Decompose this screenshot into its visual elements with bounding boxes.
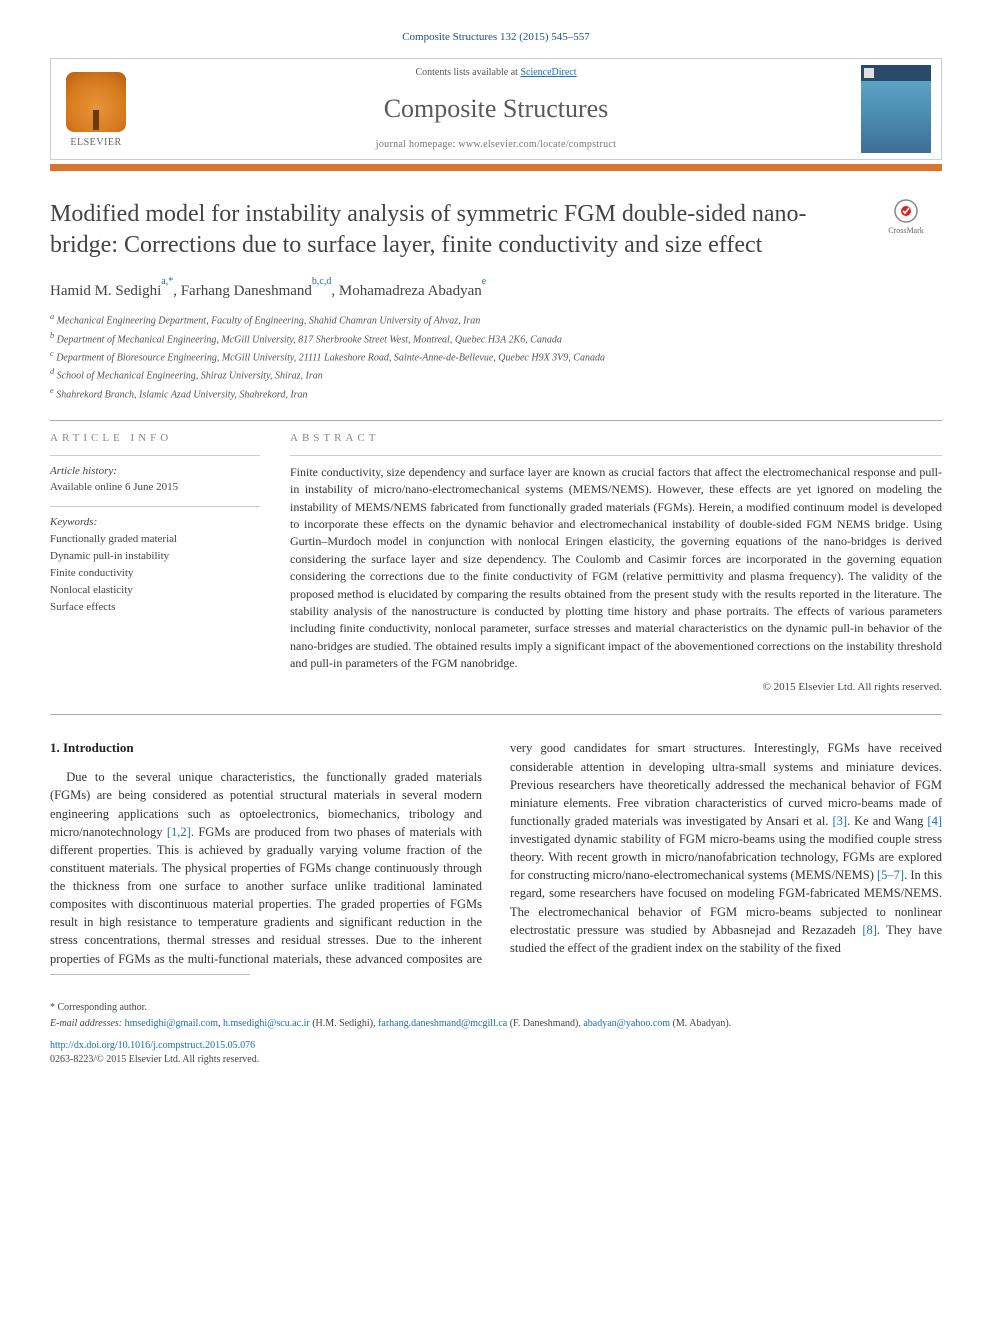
abstract-text: Finite conductivity, size dependency and… (290, 464, 942, 673)
article-info-heading: article info (50, 431, 260, 447)
publisher-label: ELSEVIER (70, 136, 121, 151)
email-link[interactable]: farhang.daneshmand@mcgill.ca (378, 1018, 507, 1029)
contents-line: Contents lists available at ScienceDirec… (415, 66, 576, 81)
email-link[interactable]: h.msedighi@scu.ac.ir (223, 1018, 310, 1029)
email-link[interactable]: hmsedighi@gmail.com (125, 1018, 218, 1029)
info-abstract-row: article info Article history: Available … (50, 431, 942, 697)
citation-link[interactable]: [8] (862, 923, 877, 937)
journal-name: Composite Structures (384, 90, 609, 128)
history-label: Article history: (50, 464, 260, 480)
abstract-copyright: © 2015 Elsevier Ltd. All rights reserved… (290, 680, 942, 696)
title-row: Modified model for instability analysis … (50, 199, 942, 275)
email-who: (M. Abadyan). (673, 1018, 732, 1029)
homepage-url: www.elsevier.com/locate/compstruct (458, 139, 616, 150)
abstract-rule (290, 455, 942, 456)
journal-article-page: Composite Structures 132 (2015) 545–557 … (0, 0, 992, 1107)
title-accent-bar (50, 164, 942, 171)
abstract-heading: abstract (290, 431, 942, 447)
author-2-affil[interactable]: b,c,d (312, 276, 331, 287)
citation-link[interactable]: [3] (832, 814, 847, 828)
journal-cover-cell (851, 59, 941, 159)
crossmark-icon (894, 199, 918, 223)
crossmark-badge[interactable]: CrossMark (870, 199, 942, 237)
masthead-center: Contents lists available at ScienceDirec… (141, 59, 851, 159)
author-2: Farhang Daneshmand (181, 283, 312, 299)
body-two-columns: 1. Introduction Due to the several uniqu… (50, 739, 942, 967)
abstract-column: abstract Finite conductivity, size depen… (290, 431, 942, 697)
keyword: Finite conductivity (50, 565, 260, 582)
rule-top (50, 420, 942, 421)
publisher-logo-cell: ELSEVIER (51, 59, 141, 159)
affil-c: c Department of Bioresource Engineering,… (50, 348, 942, 365)
corresponding-author: * Corresponding author. (50, 1001, 942, 1015)
header-citation: Composite Structures 132 (2015) 545–557 (50, 30, 942, 46)
author-1-affil[interactable]: a,* (161, 276, 173, 287)
elsevier-tree-icon (66, 72, 126, 132)
author-3: Mohamadreza Abadyan (339, 283, 482, 299)
authors-line: Hamid M. Sedighia,*, Farhang Daneshmandb… (50, 275, 942, 303)
email-label: E-mail addresses: (50, 1018, 122, 1029)
footer-block: * Corresponding author. E-mail addresses… (50, 1001, 942, 1067)
section-1-para: Due to the several unique characteristic… (50, 739, 942, 967)
doi-line: http://dx.doi.org/10.1016/j.compstruct.2… (50, 1039, 942, 1053)
keywords-list: Functionally graded material Dynamic pul… (50, 531, 260, 616)
journal-homepage: journal homepage: www.elsevier.com/locat… (376, 138, 616, 153)
footer-rule (50, 974, 250, 975)
citation-link[interactable]: [5–7] (877, 868, 904, 882)
article-info-column: article info Article history: Available … (50, 431, 260, 697)
sciencedirect-link[interactable]: ScienceDirect (520, 67, 576, 78)
affiliations: a Mechanical Engineering Department, Fac… (50, 311, 942, 402)
affil-d: d School of Mechanical Engineering, Shir… (50, 366, 942, 383)
author-3-affil[interactable]: e (482, 276, 486, 287)
crossmark-label: CrossMark (888, 225, 924, 237)
affil-b: b Department of Mechanical Engineering, … (50, 330, 942, 347)
masthead: ELSEVIER Contents lists available at Sci… (50, 58, 942, 160)
info-rule-1 (50, 455, 260, 456)
doi-link[interactable]: http://dx.doi.org/10.1016/j.compstruct.2… (50, 1040, 255, 1051)
article-title: Modified model for instability analysis … (50, 199, 858, 261)
email-who: (H.M. Sedighi), (312, 1018, 375, 1029)
issn-line: 0263-8223/© 2015 Elsevier Ltd. All right… (50, 1053, 942, 1067)
keyword: Functionally graded material (50, 531, 260, 548)
email-link[interactable]: abadyan@yahoo.com (583, 1018, 670, 1029)
citation-link[interactable]: [4] (927, 814, 942, 828)
section-1-heading: 1. Introduction (50, 739, 482, 758)
email-who: (F. Daneshmand), (510, 1018, 581, 1029)
keywords-label: Keywords: (50, 515, 260, 531)
keyword: Dynamic pull-in instability (50, 548, 260, 565)
keyword: Nonlocal elasticity (50, 582, 260, 599)
email-addresses: E-mail addresses: hmsedighi@gmail.com, h… (50, 1017, 942, 1031)
affil-e: e Shahrekord Branch, Islamic Azad Univer… (50, 385, 942, 402)
keyword: Surface effects (50, 599, 260, 616)
affil-a: a Mechanical Engineering Department, Fac… (50, 311, 942, 328)
journal-cover-icon (861, 65, 931, 153)
contents-prefix: Contents lists available at (415, 67, 520, 78)
author-1: Hamid M. Sedighi (50, 283, 161, 299)
history-value: Available online 6 June 2015 (50, 480, 260, 496)
homepage-prefix: journal homepage: (376, 139, 459, 150)
rule-abstract-end (50, 714, 942, 715)
info-rule-2 (50, 506, 260, 507)
citation-link[interactable]: [1,2] (167, 825, 191, 839)
